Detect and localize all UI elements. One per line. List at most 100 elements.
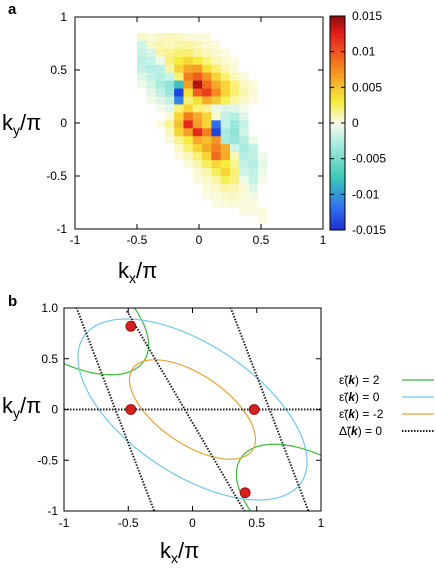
y-tick-label: 0.5 (50, 63, 67, 77)
heatmap-cell (146, 80, 156, 89)
heatmap-cell (183, 56, 194, 66)
heatmap-cell (220, 48, 231, 58)
heatmap-cell (202, 168, 212, 177)
heatmap-cell (248, 168, 259, 177)
heatmap-cell (164, 160, 175, 169)
heatmap-cell (192, 199, 203, 209)
heatmap-cell (146, 112, 156, 121)
legend-label: ε̃(k) = 0 (339, 390, 380, 404)
heatmap-cell (174, 128, 184, 137)
heatmap-cell (239, 152, 249, 161)
heatmap-cell (155, 199, 166, 209)
heatmap-cell (164, 32, 175, 42)
heatmap-cell (146, 183, 156, 193)
heatmap-cell (137, 207, 147, 217)
heatmap-cell (202, 128, 212, 137)
heatmap-cell (248, 72, 259, 81)
heatmap-cell (164, 40, 175, 50)
heatmap-cell (183, 80, 194, 89)
heatmap-cell (230, 144, 240, 153)
heatmap-cell (174, 104, 184, 113)
heatmap-cell (230, 152, 240, 161)
heatmap-cell (211, 112, 222, 121)
heatmap-cell (174, 32, 184, 42)
heatmap-cell (155, 96, 166, 105)
heatmap-cell (239, 56, 249, 66)
heatmap-cell (192, 112, 203, 121)
heatmap-cell (146, 64, 156, 74)
panel-b-plot-frame (63, 307, 322, 512)
heatmap-cell (174, 80, 184, 89)
heatmap-cell (239, 176, 249, 185)
heatmap-cell (211, 199, 222, 209)
x-tick-label: 0.5 (253, 233, 270, 247)
heatmap-cell (202, 72, 212, 81)
panel-a-x-ticks: -1 -0.5 0 0.5 1 (70, 17, 327, 247)
heatmap-cell (239, 112, 249, 121)
heatmap-cell (211, 136, 222, 145)
y-tick-label: 0.5 (41, 352, 58, 366)
heatmap-cell (174, 176, 184, 185)
heatmap-cell (230, 183, 240, 193)
heatmap-cell (257, 32, 268, 42)
colorbar-tick-label: -0.005 (352, 152, 386, 166)
heatmap-cell (211, 176, 222, 185)
heatmap-cell (174, 199, 184, 209)
heatmap-cell (164, 48, 175, 58)
x-tick-label: 0 (196, 233, 203, 247)
heatmap-cell (192, 24, 203, 34)
heatmap-cell (183, 112, 194, 121)
heatmap-cell (183, 160, 194, 169)
heatmap-cell (211, 207, 222, 217)
heatmap-cell (202, 144, 212, 153)
panel-a-y-ticks: 1 0.5 0 -0.5 -1 (46, 10, 323, 236)
heatmap-cell (211, 88, 222, 97)
y-tick-label: -1 (56, 222, 67, 236)
heatmap-cell (164, 168, 175, 177)
heatmap-cell (137, 48, 147, 58)
heatmap-cell (248, 64, 259, 74)
heatmap-cell (155, 152, 166, 161)
heatmap-cell (183, 96, 194, 105)
colorbar-tick-label: 0 (352, 116, 359, 130)
heatmap-cell (137, 136, 147, 145)
heatmap-cell (164, 88, 175, 97)
heatmap-cell (202, 64, 212, 74)
heatmap-cell (164, 24, 175, 34)
heatmap-cell (202, 183, 212, 193)
heatmap-cell (183, 191, 194, 201)
y-tick-label: 0 (60, 116, 67, 130)
heatmap-cell (202, 136, 212, 145)
heatmap-cell (174, 40, 184, 50)
heatmap-cell (211, 152, 222, 161)
heatmap-cell (155, 104, 166, 113)
heatmap-cell (239, 24, 249, 34)
heatmap-cell (155, 160, 166, 169)
heatmap-cell (257, 207, 268, 217)
heatmap-cell (174, 48, 184, 58)
heatmap-cell (146, 136, 156, 145)
y-tick-label: -0.5 (37, 453, 58, 467)
heatmap-cell (192, 56, 203, 66)
heatmap-cell (146, 88, 156, 97)
heatmap-cell (220, 168, 231, 177)
heatmap-cell (155, 168, 166, 177)
heatmap-cell (155, 56, 166, 66)
heatmap-cell (248, 183, 259, 193)
heatmap-cell (211, 128, 222, 137)
x-tick-label: -1 (59, 516, 70, 530)
heatmap-cell (257, 183, 268, 193)
heatmap-cell (164, 64, 175, 74)
heatmap-cell (239, 96, 249, 105)
heatmap-cell (230, 136, 240, 145)
heatmap-cell (211, 183, 222, 193)
heatmap-cell (248, 144, 259, 153)
heatmap-cell (220, 215, 231, 225)
y-tick-label: 0 (51, 403, 58, 417)
node-point (248, 404, 260, 415)
panel-a-xlabel: kx/π (118, 258, 157, 286)
contour-lines (64, 308, 321, 511)
heatmap-cell (202, 191, 212, 201)
contour-line (77, 318, 308, 501)
heatmap-cell (230, 64, 240, 74)
